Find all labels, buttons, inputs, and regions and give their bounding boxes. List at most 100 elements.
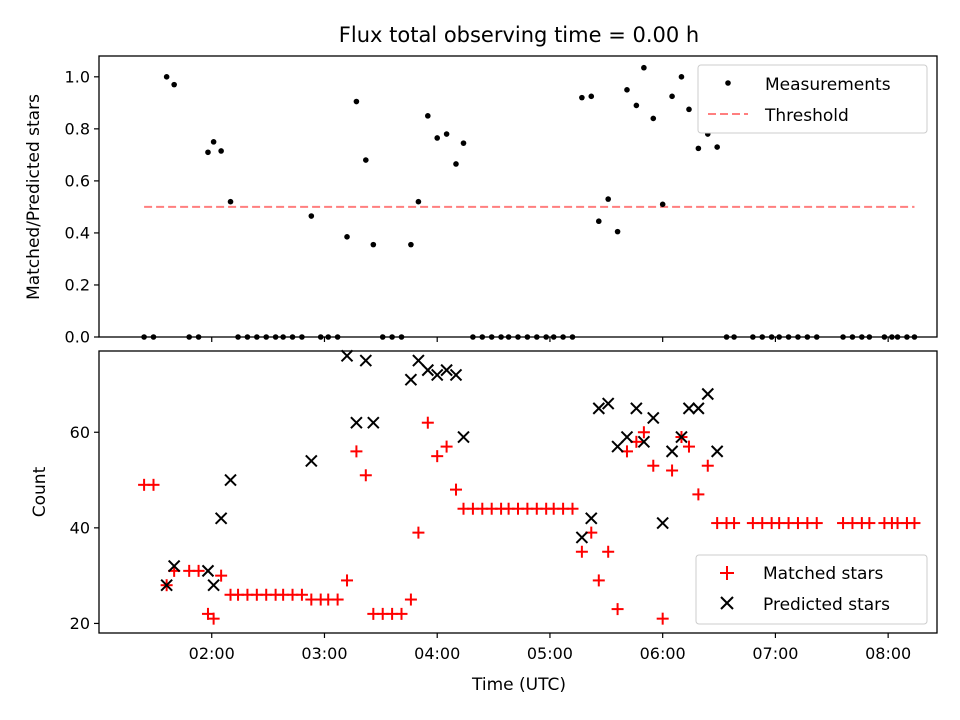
x-tick-label: 02:00 [189,644,235,663]
x-tick-label: 06:00 [640,644,686,663]
measurement-point [650,115,657,122]
x-stroke [665,445,679,458]
x-stroke [367,416,380,429]
predicted-star-point [167,559,181,573]
predicted-star-point [592,402,606,415]
measurement-point [425,113,431,119]
matched-star-point [359,469,372,482]
top-y-ticks: 0.0 0.2 0.4 0.6 0.8 1.0 [65,67,99,347]
x-stroke [224,473,237,487]
predicted-star-point [214,512,228,525]
measurement-point [408,241,414,248]
predicted-star-point [340,349,354,362]
predicted-star-point [692,402,705,415]
measurement-point [218,148,224,154]
top-plot-frame [98,55,938,338]
x-stroke [412,354,425,367]
matched-star-point [421,416,434,429]
predicted-star-point [201,564,215,578]
measurement-point [227,198,234,205]
measurement-point [678,74,685,80]
x-stroke [201,564,215,578]
x-stroke [611,440,624,453]
top-axes: 0.0 0.2 0.4 0.6 0.8 1.0 Matched/Predicted sta… [24,55,938,347]
predicted-star-point [637,435,651,449]
x-stroke [675,430,688,444]
predicted-star-point [367,416,380,429]
x-stroke [457,430,470,444]
matched-star-point [701,459,714,472]
x-tick-label: 08:00 [865,644,911,663]
x-stroke [630,402,643,415]
x-stroke [682,402,696,415]
measurement-point [695,145,702,152]
matched-star-point [692,488,705,501]
measurement-point [659,201,666,208]
predicted-star-point [359,354,373,367]
matched-star-point [656,612,669,625]
measurement-point [370,241,377,248]
measurement-point [205,149,211,156]
y-tick-label: 0.6 [65,171,90,190]
y-tick-label: 1.0 [65,67,90,86]
x-tick-label: 07:00 [752,644,798,663]
y-tick-label: 0.0 [65,328,90,347]
x-stroke [430,368,444,382]
matched-star-point [728,517,741,530]
measurement-point [453,161,459,167]
matched-star-point [575,545,588,558]
x-stroke [167,559,181,573]
measurement-point [624,87,630,93]
matched-star-point [863,517,876,530]
measurement-point [363,157,369,163]
x-stroke [647,411,660,425]
y-tick-label: 0.4 [65,223,90,242]
matched-star-point [147,478,160,491]
top-x-ticks [211,337,889,342]
measurement-point [434,135,441,141]
predicted-star-point [601,397,615,410]
matched-star-point [431,450,444,463]
matched-star-point [602,545,615,558]
matched-star-point [341,574,354,587]
x-stroke [214,512,228,525]
matched-star-point [611,603,624,616]
matched-star-point [215,569,228,582]
x-stroke [575,531,589,544]
predicted-star-point [611,440,624,453]
matched-star-point [592,574,605,587]
predicted-star-point [449,368,463,382]
legend-matched-label: Matched stars [763,564,883,584]
matched-star-point [440,440,453,453]
measurement-point [686,106,692,113]
x-stroke [585,512,598,525]
x-stroke [305,454,318,468]
legend-matched-marker [720,566,734,580]
measurement-point [210,139,217,145]
bottom-y-ticks: 20 40 60 [70,423,99,633]
predicted-star-point [701,387,714,401]
measurement-point [605,196,611,202]
x-tick-label: 04:00 [414,644,460,663]
predicted-star-point [350,416,363,429]
x-stroke [701,387,714,401]
predicted-star-point [675,430,688,444]
matched-star-point [404,593,417,606]
bottom-axes: 20 40 60 02:00 03:00 04:00 05:00 06:00 07:00 08:… [30,349,938,695]
predicted-star-point [620,430,634,444]
predicted-star-point [404,373,418,386]
matched-star-point [412,526,425,539]
bottom-x-ticks: 02:00 03:00 04:00 05:00 06:00 07:00 08:00 [189,633,911,663]
legend-measurements-marker [725,80,731,86]
bottom-plot-marks [138,349,921,625]
measurement-point [460,140,467,146]
y-tick-label: 0.2 [65,275,90,294]
predicted-star-point [575,531,589,544]
predicted-star-point [412,354,425,367]
matched-star-point [207,612,220,625]
x-tick-label: 05:00 [527,644,573,663]
matched-star-point [566,502,579,515]
y-tick-label: 20 [70,614,90,633]
predicted-star-point [656,516,669,530]
